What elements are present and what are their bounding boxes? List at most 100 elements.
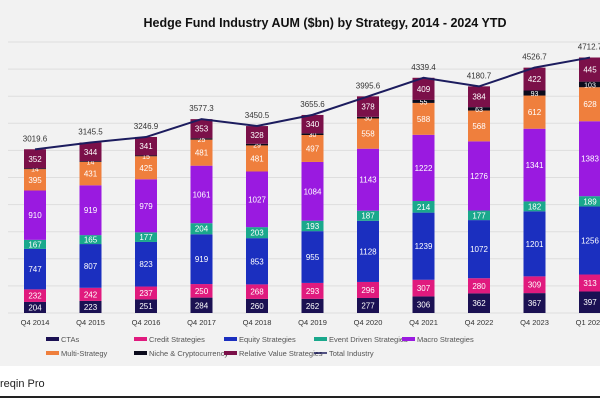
legend-item: Macro Strategies (402, 335, 474, 344)
data-label: 182 (528, 202, 542, 211)
bar-segment (357, 220, 379, 282)
data-label: 910 (28, 211, 42, 220)
legend-swatch (224, 351, 237, 355)
bar-segment (579, 206, 600, 275)
legend-item: Niche & Cryptocurrency (134, 349, 228, 358)
bar-segment (190, 284, 213, 298)
data-label: 177 (472, 211, 486, 220)
bar-segment (135, 286, 157, 300)
bar-segment (246, 126, 268, 144)
data-label: 242 (84, 290, 98, 299)
bar-segment (412, 102, 435, 135)
total-label: 3577.3 (189, 104, 214, 113)
data-label: 1072 (470, 245, 488, 254)
bar-segment (357, 118, 379, 149)
bar-segment (579, 274, 600, 292)
bar-segment (357, 297, 379, 313)
total-label: 4180.7 (467, 71, 492, 80)
legend-item: Credit Strategies (134, 335, 205, 344)
bar-segment (79, 161, 102, 186)
x-tick-label: Q4 2020 (354, 318, 383, 327)
x-tick-label: Q4 2023 (520, 318, 549, 327)
legend-label: Multi-Strategy (61, 349, 108, 358)
data-label: 187 (361, 212, 375, 221)
data-label: 362 (472, 299, 486, 308)
data-label: 1256 (581, 236, 599, 245)
total-label: 3655.6 (300, 100, 325, 109)
bar-segment (79, 244, 102, 288)
data-label: 1341 (526, 161, 544, 170)
bar-segment (301, 231, 324, 283)
legend-item: CTAs (46, 335, 79, 344)
divider (0, 396, 600, 398)
data-label: 378 (361, 103, 375, 112)
data-label: 313 (583, 279, 597, 288)
total-label: 3145.5 (78, 128, 103, 137)
data-label: 395 (28, 176, 42, 185)
bar-segment (412, 201, 435, 213)
data-label: 204 (195, 225, 209, 234)
stacked-bar-chart: Hedge Fund Industry AUM ($bn) by Strateg… (8, 16, 600, 358)
data-label: 612 (528, 108, 542, 117)
bar-segment (79, 185, 102, 236)
bar-segment (301, 133, 324, 136)
bar-segment (579, 196, 600, 207)
data-label: 280 (472, 282, 486, 291)
data-label: 93 (531, 91, 539, 98)
data-label: 277 (361, 301, 375, 310)
data-label: 341 (139, 142, 153, 151)
legend-label: CTAs (61, 335, 79, 344)
data-label: 481 (250, 154, 264, 163)
bar-segment (412, 99, 435, 103)
data-label: 1276 (470, 172, 488, 181)
bar-segment (79, 235, 102, 245)
data-label: 15 (142, 154, 150, 161)
data-label: 919 (195, 255, 209, 264)
bar-segment (135, 155, 157, 157)
bar-segment (357, 148, 379, 211)
bar-segment (24, 149, 46, 169)
bar-segment (24, 239, 46, 249)
bar-segment (135, 232, 157, 242)
legend-label: Credit Strategies (149, 335, 205, 344)
legend-label: Total Industry (329, 349, 374, 358)
data-label: 558 (361, 130, 375, 139)
data-label: 422 (528, 75, 542, 84)
data-label: 1128 (359, 247, 377, 256)
bar-segment (246, 284, 268, 299)
data-label: 397 (583, 298, 597, 307)
data-label: 823 (139, 260, 153, 269)
bar-segment (523, 276, 546, 294)
bar-segment (523, 128, 546, 202)
bar-segment (301, 298, 324, 313)
bar-segment (135, 156, 157, 180)
data-label: 214 (417, 203, 431, 212)
bar-segment (24, 301, 46, 313)
legend-label: Event Driven Strategies (329, 335, 408, 344)
data-label: 807 (84, 262, 98, 271)
bar-segment (468, 220, 490, 279)
bar-segment (468, 293, 490, 313)
legend-label: Niche & Cryptocurrency (149, 349, 228, 358)
bar-segment (135, 299, 157, 313)
data-label: 103 (584, 82, 596, 89)
bar-segment (246, 227, 268, 239)
data-label: 232 (28, 292, 42, 301)
bar-segment (468, 278, 490, 294)
bar-segment (523, 211, 546, 277)
data-label: 328 (250, 131, 264, 140)
source-text: reqin Pro (0, 378, 45, 390)
bar-segment (246, 298, 268, 313)
data-label: 296 (361, 286, 375, 295)
data-label: 955 (306, 253, 320, 262)
bar-segment (579, 291, 600, 313)
data-label: 30 (364, 116, 372, 123)
bar-segment (301, 220, 324, 232)
total-label: 4526.7 (522, 53, 547, 62)
data-label: 260 (250, 302, 264, 311)
legend-item: Event Driven Strategies (314, 335, 408, 344)
bar-segment (523, 95, 546, 129)
x-tick-label: Q4 2014 (21, 318, 50, 327)
legend-item: Relative Value Strategies (224, 349, 323, 358)
data-label: 193 (306, 222, 320, 231)
